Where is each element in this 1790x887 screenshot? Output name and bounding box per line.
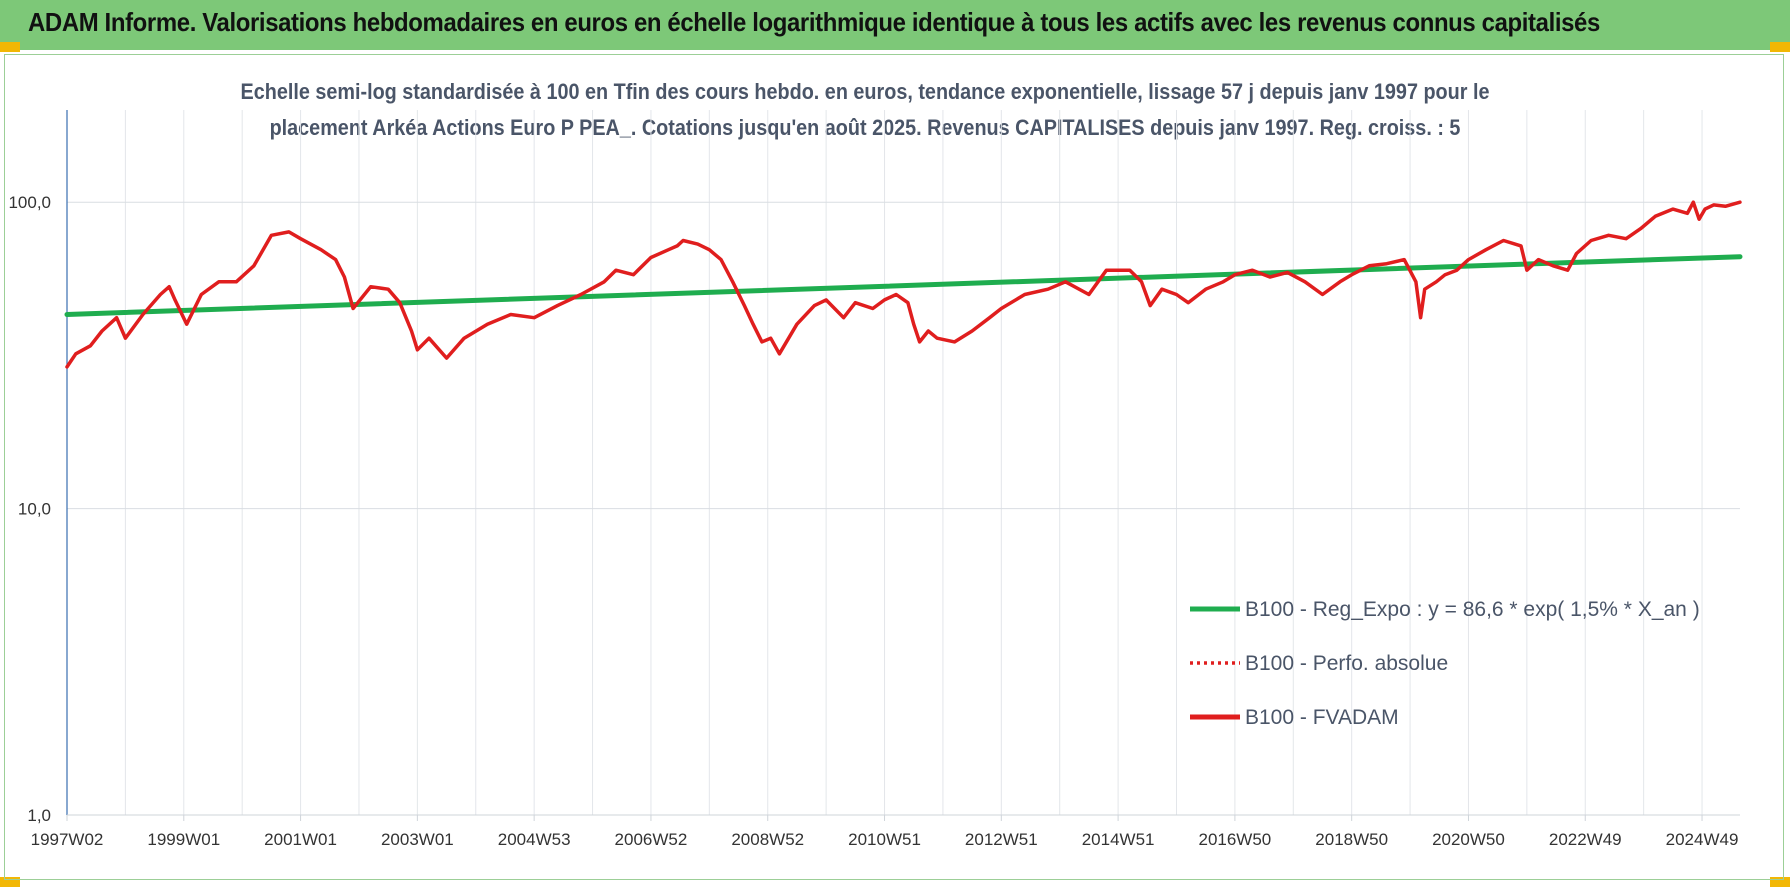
x-tick-label: 2010W51 [848,830,921,849]
grid [67,110,1740,816]
x-tick-label: 2012W51 [965,830,1038,849]
header-bar: ADAM Informe. Valorisations hebdomadaire… [0,0,1790,50]
y-tick-label: 100,0 [8,193,51,212]
x-tick-label: 2006W52 [615,830,688,849]
legend: B100 - Reg_Expo : y = 86,6 * exp( 1,5% *… [1190,598,1700,729]
x-tick-label: 2014W51 [1082,830,1155,849]
x-tick-label: 2024W49 [1666,830,1739,849]
x-tick-label: 2004W53 [498,830,571,849]
series-line-reg-expo [64,254,1743,317]
legend-label: B100 - Perfo. absolue [1245,652,1448,675]
chart-title: Echelle semi-log standardisée à 100 en T… [231,74,1500,146]
legend-item-perfo-absolue: B100 - Perfo. absolue [1190,652,1448,675]
legend-label: B100 - FVADAM [1245,706,1399,729]
x-tick-label: 2001W01 [264,830,337,849]
x-tick-label: 1999W01 [147,830,220,849]
x-tick-label: 2018W50 [1315,830,1388,849]
report-title: ADAM Informe. Valorisations hebdomadaire… [28,7,1600,37]
x-tick-label: 2020W50 [1432,830,1505,849]
x-tick-label: 2008W52 [731,830,804,849]
series-line-fvadam [65,200,1742,369]
corner-marker-top-right [1770,42,1790,52]
x-tick-label: 1997W02 [31,830,104,849]
chart-frame [4,54,1784,880]
corner-marker-bottom-left [0,877,20,887]
legend-item-reg-expo: B100 - Reg_Expo : y = 86,6 * exp( 1,5% *… [1190,598,1700,621]
legend-item-fvadam: B100 - FVADAM [1190,706,1399,729]
corner-marker-bottom-right [1770,877,1790,887]
x-tick-label: 2022W49 [1549,830,1622,849]
y-tick-label: 1,0 [27,806,51,825]
chart-title-line-1: Echelle semi-log standardisée à 100 en T… [240,79,1490,104]
axes: 1,0 10,0 100,0 1997W02 1999W01 2001W01 2003W01… [8,110,1740,849]
legend-label: B100 - Reg_Expo : y = 86,6 * exp( 1,5% *… [1245,598,1700,621]
x-tick-label: 2003W01 [381,830,454,849]
corner-marker-top-left [0,42,20,52]
y-tick-label: 10,0 [18,500,51,519]
chart-title-line-2: placement Arkéa Actions Euro P PEA_. Cot… [269,115,1461,140]
x-tick-label: 2016W50 [1198,830,1271,849]
series-lines [64,200,1743,369]
